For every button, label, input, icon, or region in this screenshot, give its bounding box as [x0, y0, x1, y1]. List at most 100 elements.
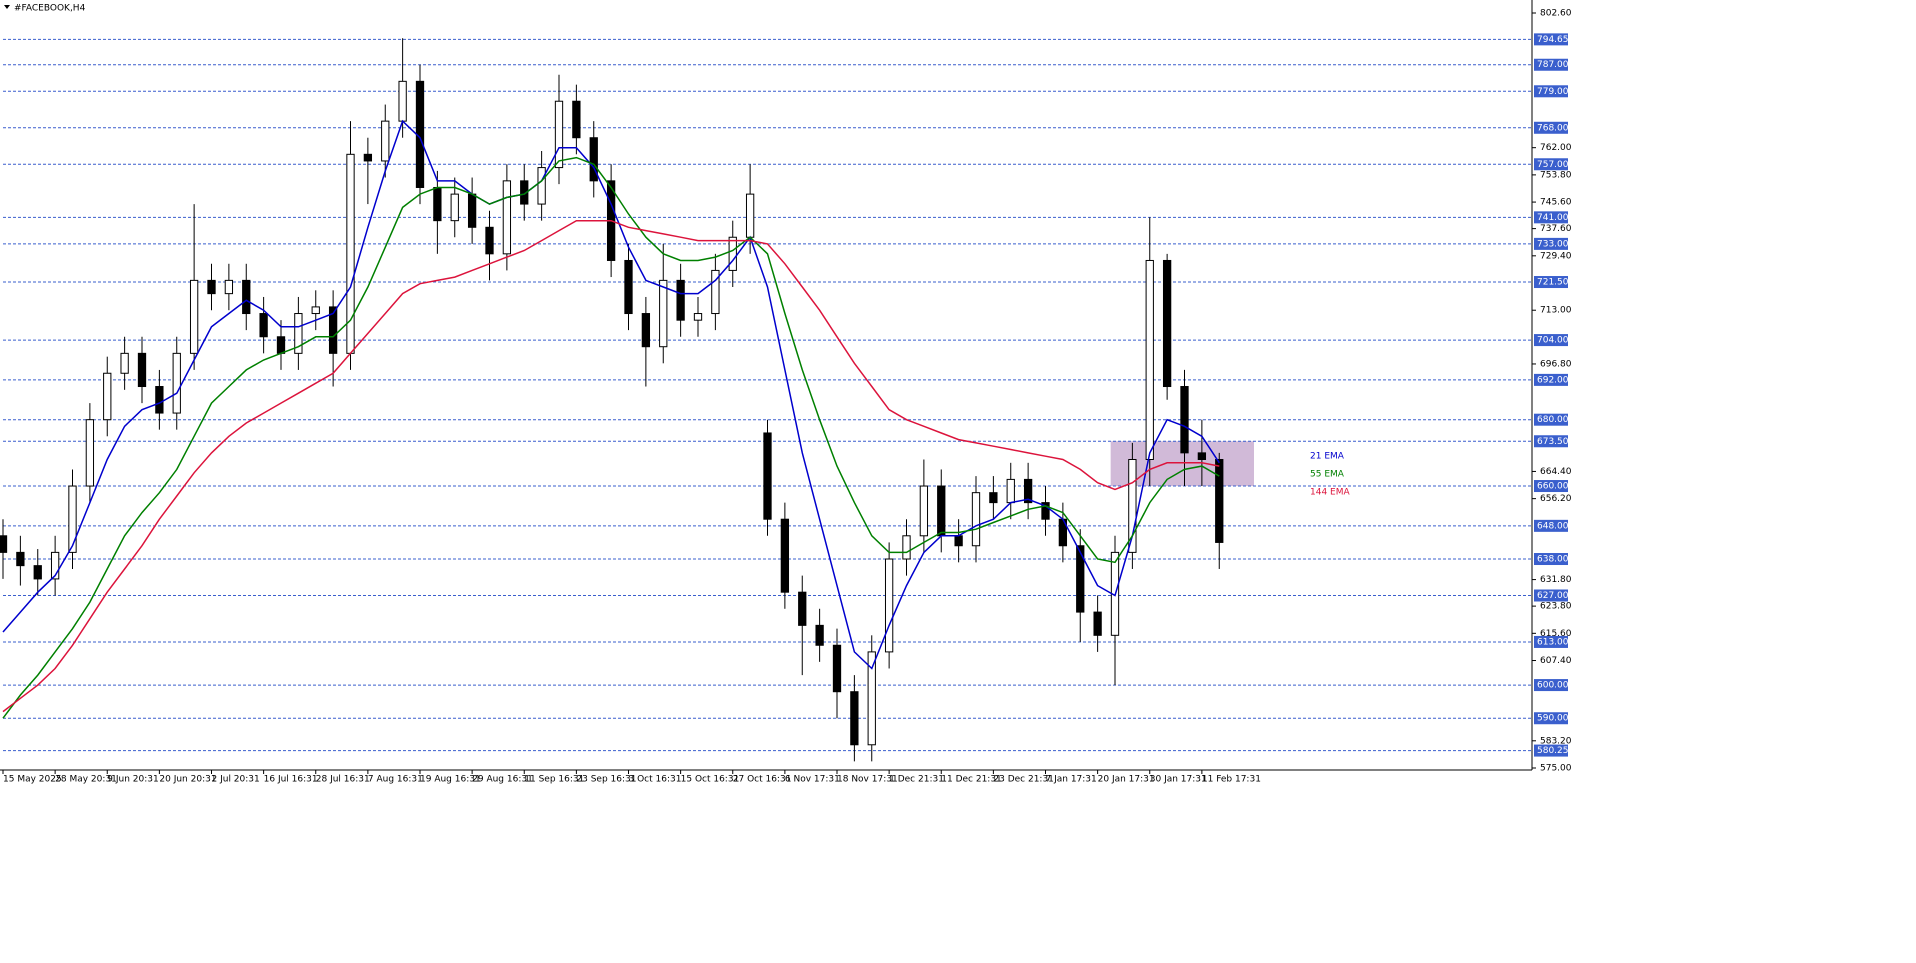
level-label-box	[1534, 480, 1568, 493]
x-tick-label: 28 May 20:31	[55, 775, 117, 785]
level-label: 600.00	[1537, 681, 1569, 691]
ema-line	[2, 219, 1220, 713]
candle-body	[433, 186, 442, 222]
level-label: 590.00	[1537, 714, 1569, 724]
candle-body	[850, 691, 859, 746]
x-tick-label: 11 Feb 17:31	[1202, 775, 1261, 785]
level-label-box	[1534, 276, 1568, 289]
candle-body	[467, 193, 477, 228]
y-tick-label: 713.00	[1540, 306, 1572, 316]
candle-body	[1093, 611, 1102, 636]
candle-body	[937, 485, 946, 537]
level-label: 779.00	[1537, 87, 1569, 97]
x-tick-label: 16 Jul 16:31	[264, 775, 318, 785]
y-tick-label: 696.80	[1540, 359, 1572, 369]
legend-label: 21 EMA	[1310, 452, 1345, 462]
x-tick-label: 15 Oct 16:31	[681, 775, 740, 785]
legend-label: 144 EMA	[1310, 488, 1350, 498]
candle-body	[328, 306, 338, 354]
level-label-box	[1534, 237, 1568, 250]
x-tick-label: 23 Dec 21:31	[993, 775, 1054, 785]
candle-body	[1128, 458, 1137, 553]
level-label-box	[1534, 589, 1568, 602]
level-label: 704.00	[1537, 336, 1569, 346]
candle-body	[1145, 259, 1154, 460]
level-label: 648.00	[1537, 521, 1569, 531]
x-tick-label: 1 Dec 21:31	[889, 775, 944, 785]
level-label-box	[1534, 435, 1568, 448]
x-tick-label: 29 Aug 16:31	[472, 775, 533, 785]
candle-body	[745, 193, 755, 238]
level-label-box	[1534, 211, 1568, 224]
y-tick-label: 583.20	[1540, 736, 1572, 746]
level-label-box	[1534, 33, 1568, 46]
y-tick-label: 607.40	[1540, 656, 1572, 666]
level-label-box	[1534, 158, 1568, 171]
level-label-box	[1534, 744, 1568, 757]
candle-body	[1006, 478, 1015, 504]
candle-body	[16, 551, 25, 567]
y-tick-label: 664.40	[1540, 467, 1572, 477]
candle-body	[676, 279, 685, 321]
y-tick-label: 737.60	[1540, 224, 1572, 234]
x-tick-label: 2 Jul 20:31	[212, 775, 260, 785]
chart-title: #FACEBOOK,H4	[14, 4, 86, 14]
candle-body	[398, 80, 407, 122]
y-tick-label: 623.80	[1540, 602, 1572, 612]
legend-label: 55 EMA	[1310, 470, 1345, 480]
candle-body	[572, 100, 581, 139]
candle-body	[1162, 259, 1172, 388]
candle-body	[120, 352, 129, 374]
candle-body	[902, 535, 911, 560]
candle-body	[381, 120, 390, 162]
x-tick-label: 30 Jan 17:31	[1150, 775, 1207, 785]
candle-body	[0, 535, 8, 553]
x-tick-label: 27 Oct 16:31	[733, 775, 792, 785]
level-label-box	[1534, 679, 1568, 692]
x-tick-label: 3 Oct 16:31	[629, 775, 682, 785]
candle-body	[85, 419, 95, 487]
candle-body	[693, 313, 703, 321]
level-label-box	[1534, 121, 1568, 134]
level-label: 580.25	[1537, 746, 1569, 756]
candle-body	[971, 492, 981, 547]
candle-body	[659, 279, 668, 348]
y-tick-label: 615.60	[1540, 629, 1572, 639]
y-tick-label: 745.60	[1540, 198, 1572, 208]
candle-body	[589, 137, 598, 182]
candle-body	[242, 279, 251, 315]
candle-body	[363, 153, 373, 162]
y-tick-label: 753.80	[1540, 170, 1572, 180]
candle-body	[1197, 452, 1207, 460]
x-tick-label: 23 Sep 16:31	[576, 775, 636, 785]
candle-body	[520, 180, 529, 205]
candle-body	[728, 236, 737, 271]
candle-body	[554, 100, 564, 169]
candle-body	[224, 279, 234, 295]
level-label: 627.00	[1537, 591, 1569, 601]
level-label-box	[1534, 553, 1568, 566]
x-tick-label: 20 Jun 20:31	[159, 775, 216, 785]
candle-body	[1023, 478, 1033, 504]
candle-body	[798, 591, 807, 626]
y-tick-label: 762.00	[1540, 143, 1572, 153]
level-label: 787.00	[1537, 60, 1569, 70]
x-tick-label: 6 Nov 17:31	[785, 775, 840, 785]
x-tick-label: 20 Jan 17:31	[1098, 775, 1155, 785]
x-tick-label: 28 Jul 16:31	[316, 775, 370, 785]
candle-body	[294, 313, 303, 354]
candle-body	[189, 279, 199, 354]
x-tick-label: 11 Sep 16:31	[524, 775, 584, 785]
candle-body	[68, 485, 77, 553]
candle-body	[641, 313, 651, 348]
candle-body	[763, 432, 772, 520]
candle-body	[50, 551, 60, 580]
candle-body	[485, 226, 494, 255]
level-label: 757.00	[1537, 160, 1569, 170]
candle-body	[1041, 502, 1050, 520]
level-label-box	[1534, 712, 1568, 725]
candle-body	[103, 372, 112, 421]
level-label-box	[1534, 635, 1568, 648]
candle-body	[711, 269, 720, 315]
y-tick-label: 631.80	[1540, 575, 1572, 585]
